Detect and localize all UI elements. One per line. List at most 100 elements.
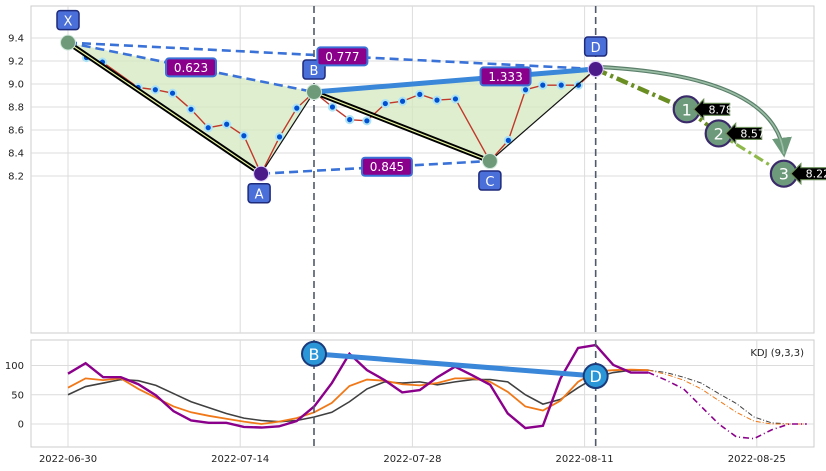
price-point xyxy=(222,119,232,129)
target-value: 8.22 xyxy=(806,168,826,181)
x-tick-label: 2022-07-28 xyxy=(383,454,441,465)
sub-y-tick-label: 100 xyxy=(5,361,24,372)
pattern-legs xyxy=(66,40,597,176)
sub-y-ticks: 0 50 100 xyxy=(5,361,24,431)
price-point xyxy=(186,104,196,114)
sub-plot-area xyxy=(30,339,815,448)
divergence-marker xyxy=(582,363,609,390)
price-point xyxy=(415,89,425,99)
main-y-tick-label: 9.2 xyxy=(8,57,24,68)
price-point xyxy=(274,132,285,142)
pattern-point-label: A xyxy=(255,188,264,203)
main-y-tick-label: 8.8 xyxy=(8,103,24,114)
j-forecast-line xyxy=(648,369,807,425)
ratio-box xyxy=(360,156,413,177)
x-ticks: 2022-06-30 2022-07-14 2022-07-28 2022-08-11… xyxy=(39,454,786,465)
leg-inner xyxy=(67,42,262,175)
price-point xyxy=(450,94,461,104)
d-forecast-line xyxy=(648,369,807,425)
ratio-box xyxy=(316,46,369,67)
target-value: 8.57 xyxy=(740,127,765,140)
main-y-tick-label: 9.0 xyxy=(8,80,24,91)
leg-thin xyxy=(489,68,597,162)
divergence-marker xyxy=(301,340,327,367)
target-path-segment xyxy=(594,66,688,112)
pattern-point-box xyxy=(56,9,80,31)
price-point xyxy=(432,95,442,105)
kdj-divergence: BD xyxy=(301,340,609,390)
x-tick-label: 2022-08-25 xyxy=(728,454,786,465)
price-point xyxy=(203,123,213,133)
target-projection: 1 8.78 2 8.57 3 8.22 xyxy=(594,65,826,188)
main-y-tick-label: 8.4 xyxy=(8,149,24,160)
ratio-labels: 0.623 0.777 1.333 0.845 xyxy=(165,46,532,177)
main-y-tick-label: 8.2 xyxy=(8,172,24,183)
leg-inner xyxy=(313,91,491,162)
target-label: 2 xyxy=(714,124,724,143)
sub-grid xyxy=(31,340,814,447)
sub-title: KDJ (9,3,3) xyxy=(750,348,804,359)
ratio-label: 1.333 xyxy=(488,70,522,84)
pattern-point-label: C xyxy=(485,175,494,190)
price-point xyxy=(380,98,390,109)
price-point xyxy=(292,103,302,113)
divergence-line xyxy=(313,351,596,379)
price-point xyxy=(345,115,355,125)
target-label: 1 xyxy=(682,100,692,119)
ratio-line-solid xyxy=(313,66,596,95)
ratio-box xyxy=(479,66,532,87)
ratio-label: 0.777 xyxy=(325,50,359,64)
main-y-tick-label: 9.4 xyxy=(8,34,24,45)
price-point xyxy=(239,131,249,141)
pattern-point-label: D xyxy=(591,41,601,56)
price-point xyxy=(503,135,513,145)
x-tick-label: 2022-07-14 xyxy=(211,454,269,465)
target-value-flag xyxy=(724,122,763,145)
target-value-flag xyxy=(692,97,731,121)
pattern-point-box xyxy=(583,36,608,57)
kdj-lines xyxy=(67,343,807,440)
pattern-point-label: X xyxy=(64,15,73,30)
price-point xyxy=(520,85,531,95)
pattern-point-label: B xyxy=(310,64,319,79)
pattern-point-marker xyxy=(481,153,498,170)
ratio-label: 0.845 xyxy=(370,160,404,174)
price-point xyxy=(150,85,160,95)
pattern-point-box xyxy=(247,182,271,204)
price-point xyxy=(573,80,584,90)
pattern-point-marker xyxy=(60,34,76,51)
main-y-ticks: 8.2 8.4 8.6 8.8 9.0 9.2 9.4 xyxy=(8,34,24,183)
price-point xyxy=(362,116,372,126)
pattern-point-box xyxy=(478,170,502,191)
divergence-label: B xyxy=(309,345,320,364)
main-panel: 8.2 8.4 8.6 8.8 9.0 9.2 9.4 1 8.78 2 8.57 3 8.22 X A… xyxy=(8,5,826,334)
price-point xyxy=(538,80,548,90)
sub-y-tick-label: 0 xyxy=(18,420,24,431)
target-value: 8.78 xyxy=(708,103,733,116)
leg-thin xyxy=(260,91,315,175)
divergence-label: D xyxy=(590,367,602,386)
x-tick-label: 2022-06-30 xyxy=(39,454,97,465)
price-point xyxy=(556,80,566,90)
target-label: 3 xyxy=(779,165,789,184)
target-value-flag xyxy=(790,162,826,186)
k-forecast-line xyxy=(648,371,807,440)
pattern-points: X A B C D xyxy=(56,9,608,204)
main-plot-area xyxy=(30,5,815,334)
pattern-point-marker xyxy=(253,165,270,182)
sub-y-tick-label: 50 xyxy=(11,390,24,401)
price-point xyxy=(327,102,338,112)
k-line xyxy=(67,343,649,430)
pattern-point-marker xyxy=(306,84,322,101)
price-point xyxy=(167,88,178,98)
ratio-line-dashed xyxy=(67,41,596,71)
ratio-box xyxy=(165,57,217,78)
price-point xyxy=(397,96,408,106)
ratio-label: 0.623 xyxy=(174,61,208,75)
x-tick-label: 2022-08-11 xyxy=(556,454,614,465)
target-arrow xyxy=(599,66,785,154)
pattern-point-marker xyxy=(587,61,604,78)
main-y-tick-label: 8.6 xyxy=(8,126,24,137)
